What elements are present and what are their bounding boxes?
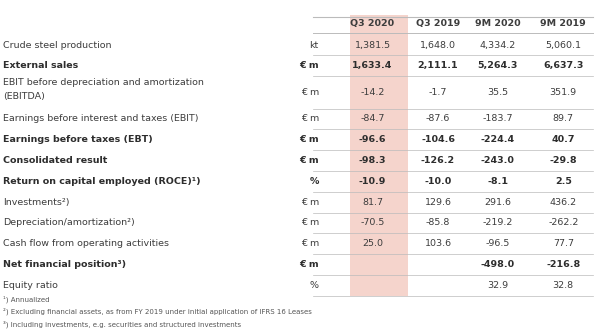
Text: 35.5: 35.5	[487, 88, 508, 97]
Text: -70.5: -70.5	[361, 218, 384, 227]
Text: -84.7: -84.7	[361, 115, 384, 123]
Text: 9M 2019: 9M 2019	[541, 19, 586, 28]
Text: 5,264.3: 5,264.3	[477, 61, 518, 70]
Text: -87.6: -87.6	[426, 115, 450, 123]
Text: -14.2: -14.2	[361, 88, 384, 97]
Text: -183.7: -183.7	[482, 115, 513, 123]
Text: 32.9: 32.9	[487, 281, 508, 290]
Text: Q3 2019: Q3 2019	[416, 19, 460, 28]
Bar	[350, 15, 408, 296]
Text: 40.7: 40.7	[551, 135, 575, 144]
Text: ¹) Annualized: ¹) Annualized	[3, 295, 49, 303]
Text: 4,334.2: 4,334.2	[480, 41, 516, 49]
Text: Earnings before taxes (EBT): Earnings before taxes (EBT)	[3, 135, 153, 144]
Text: 1,633.4: 1,633.4	[352, 61, 393, 70]
Text: 1,381.5: 1,381.5	[355, 41, 390, 49]
Text: -10.0: -10.0	[424, 177, 452, 186]
Text: 77.7: 77.7	[552, 239, 574, 248]
Text: € m: € m	[300, 218, 319, 227]
Text: Consolidated result: Consolidated result	[3, 156, 107, 165]
Text: 81.7: 81.7	[362, 198, 383, 207]
Text: -262.2: -262.2	[548, 218, 578, 227]
Text: ²) Excluding financial assets, as from FY 2019 under initial application of IFRS: ²) Excluding financial assets, as from F…	[3, 308, 312, 315]
Text: Earnings before interest and taxes (EBIT): Earnings before interest and taxes (EBIT…	[3, 115, 198, 123]
Text: € m: € m	[300, 198, 319, 207]
Text: -85.8: -85.8	[426, 218, 450, 227]
Text: -1.7: -1.7	[429, 88, 447, 97]
Text: -498.0: -498.0	[480, 260, 515, 269]
Text: Net financial position³): Net financial position³)	[3, 260, 126, 269]
Text: € m: € m	[300, 88, 319, 97]
Text: -96.5: -96.5	[486, 239, 510, 248]
Text: %: %	[309, 177, 319, 186]
Text: -126.2: -126.2	[421, 156, 455, 165]
Text: -98.3: -98.3	[359, 156, 386, 165]
Text: -243.0: -243.0	[481, 156, 514, 165]
Text: 32.8: 32.8	[552, 281, 574, 290]
Text: 25.0: 25.0	[362, 239, 383, 248]
Text: € m: € m	[300, 239, 319, 248]
Text: %: %	[310, 281, 319, 290]
Text: € m: € m	[299, 156, 319, 165]
Text: Return on capital employed (ROCE)¹): Return on capital employed (ROCE)¹)	[3, 177, 201, 186]
Text: 1,648.0: 1,648.0	[420, 41, 456, 49]
Text: 103.6: 103.6	[424, 239, 452, 248]
Text: Crude steel production: Crude steel production	[3, 41, 111, 49]
Text: € m: € m	[300, 115, 319, 123]
Text: -224.4: -224.4	[480, 135, 515, 144]
Text: EBIT before depreciation and amortization: EBIT before depreciation and amortizatio…	[3, 78, 204, 87]
Text: kt: kt	[309, 41, 319, 49]
Text: -216.8: -216.8	[546, 260, 581, 269]
Text: -8.1: -8.1	[487, 177, 508, 186]
Text: External sales: External sales	[3, 61, 78, 70]
Text: -96.6: -96.6	[359, 135, 386, 144]
Text: 436.2: 436.2	[550, 198, 577, 207]
Text: 5,060.1: 5,060.1	[545, 41, 581, 49]
Text: € m: € m	[299, 260, 319, 269]
Text: 6,637.3: 6,637.3	[543, 61, 583, 70]
Text: Investments²): Investments²)	[3, 198, 70, 207]
Text: -29.8: -29.8	[550, 156, 577, 165]
Text: 89.7: 89.7	[552, 115, 574, 123]
Text: 9M 2020: 9M 2020	[475, 19, 520, 28]
Text: 129.6: 129.6	[424, 198, 452, 207]
Text: Equity ratio: Equity ratio	[3, 281, 58, 290]
Text: -219.2: -219.2	[483, 218, 513, 227]
Text: -104.6: -104.6	[421, 135, 455, 144]
Text: € m: € m	[299, 135, 319, 144]
Text: Cash flow from operating activities: Cash flow from operating activities	[3, 239, 169, 248]
Text: 2.5: 2.5	[555, 177, 572, 186]
Text: Q3 2020: Q3 2020	[350, 19, 395, 28]
Text: Depreciation/amortization²): Depreciation/amortization²)	[3, 218, 135, 227]
Text: -10.9: -10.9	[359, 177, 386, 186]
Text: 2,111.1: 2,111.1	[418, 61, 458, 70]
Text: 351.9: 351.9	[550, 88, 577, 97]
Text: ³) Including investments, e.g. securities and structured investments: ³) Including investments, e.g. securitie…	[3, 320, 241, 328]
Text: 291.6: 291.6	[484, 198, 511, 207]
Text: € m: € m	[299, 61, 319, 70]
Text: (EBITDA): (EBITDA)	[3, 92, 45, 101]
